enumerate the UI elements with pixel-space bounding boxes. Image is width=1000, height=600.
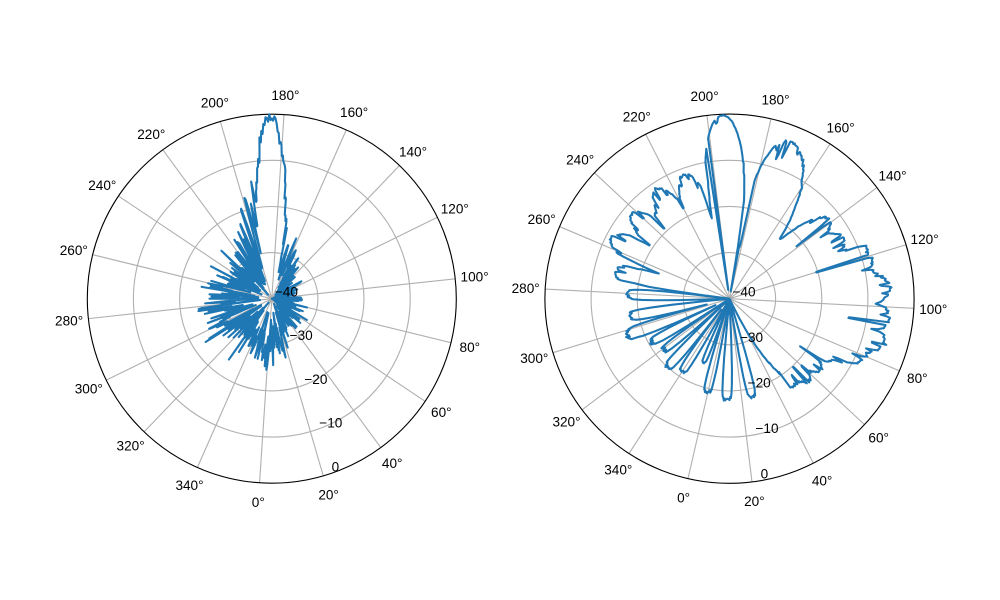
svg-text:−30: −30 xyxy=(740,330,763,345)
svg-text:140°: 140° xyxy=(878,169,906,184)
svg-text:80°: 80° xyxy=(907,371,928,386)
svg-text:180°: 180° xyxy=(761,93,789,108)
svg-text:100°: 100° xyxy=(461,270,489,285)
svg-text:120°: 120° xyxy=(911,232,939,247)
svg-text:−10: −10 xyxy=(755,421,778,436)
svg-text:200°: 200° xyxy=(691,89,719,104)
svg-text:0: 0 xyxy=(761,467,769,482)
svg-text:280°: 280° xyxy=(55,314,83,329)
svg-text:160°: 160° xyxy=(340,105,368,120)
svg-text:−20: −20 xyxy=(304,372,327,387)
svg-text:120°: 120° xyxy=(441,202,469,217)
svg-text:240°: 240° xyxy=(88,178,116,193)
svg-text:160°: 160° xyxy=(827,120,855,135)
svg-text:60°: 60° xyxy=(431,405,452,420)
svg-text:300°: 300° xyxy=(520,351,548,366)
svg-text:240°: 240° xyxy=(566,152,594,167)
svg-text:0°: 0° xyxy=(252,495,265,510)
svg-text:340°: 340° xyxy=(175,478,203,493)
svg-text:220°: 220° xyxy=(623,110,651,125)
svg-text:340°: 340° xyxy=(604,463,632,478)
svg-text:−30: −30 xyxy=(290,328,313,343)
svg-text:20°: 20° xyxy=(318,487,339,502)
svg-text:20°: 20° xyxy=(744,494,765,509)
svg-text:100°: 100° xyxy=(919,302,947,317)
svg-text:−40: −40 xyxy=(732,285,755,300)
svg-text:280°: 280° xyxy=(512,281,540,296)
svg-text:0: 0 xyxy=(332,459,340,474)
svg-text:−40: −40 xyxy=(275,285,298,300)
svg-text:−20: −20 xyxy=(748,376,771,391)
svg-text:320°: 320° xyxy=(117,439,145,454)
svg-text:260°: 260° xyxy=(60,243,88,258)
svg-text:260°: 260° xyxy=(528,212,556,227)
svg-text:−10: −10 xyxy=(319,416,342,431)
svg-text:0°: 0° xyxy=(677,490,690,505)
svg-text:140°: 140° xyxy=(399,144,427,159)
svg-text:40°: 40° xyxy=(382,456,403,471)
svg-text:300°: 300° xyxy=(75,382,103,397)
svg-text:180°: 180° xyxy=(271,88,299,103)
svg-text:220°: 220° xyxy=(137,127,165,142)
svg-text:200°: 200° xyxy=(201,96,229,111)
svg-text:320°: 320° xyxy=(552,414,580,429)
svg-text:40°: 40° xyxy=(812,473,833,488)
svg-text:80°: 80° xyxy=(460,340,481,355)
svg-text:60°: 60° xyxy=(868,431,889,446)
